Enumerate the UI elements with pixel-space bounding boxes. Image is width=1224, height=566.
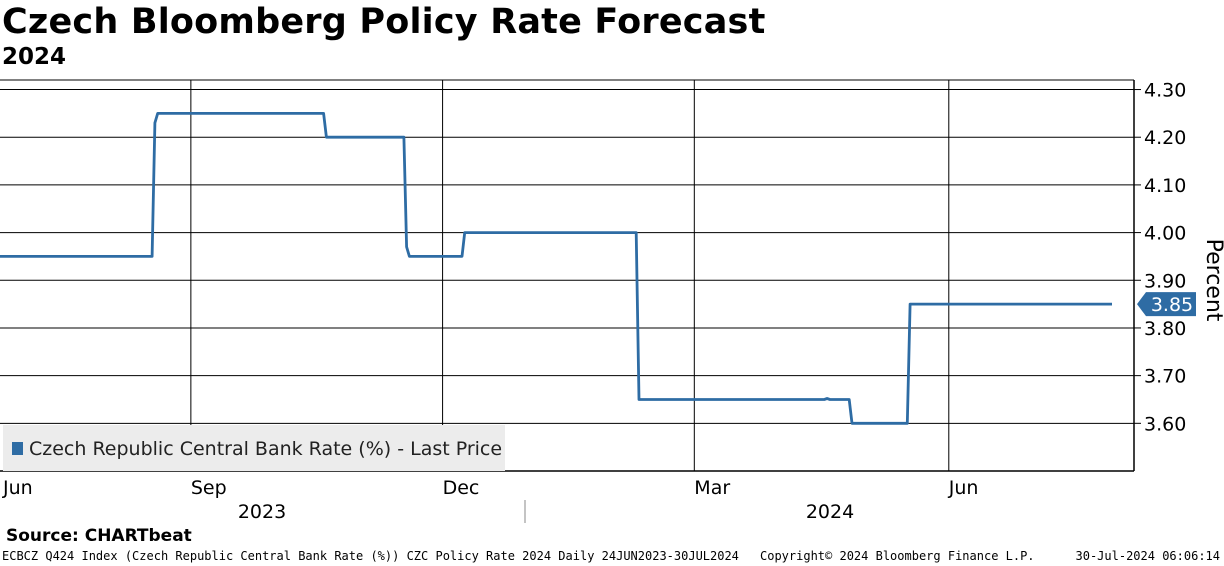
chart-title: Czech Bloomberg Policy Rate Forecast [2, 2, 766, 42]
footer-copyright: Copyright© 2024 Bloomberg Finance L.P. [760, 549, 1035, 563]
y-tick-label: 3.80 [1144, 318, 1186, 340]
y-tick-label: 3.60 [1144, 413, 1186, 435]
y-axis-label: Percent [1201, 239, 1224, 322]
x-tick-label: Dec [443, 477, 480, 499]
chart-subtitle: 2024 [2, 44, 67, 70]
x-tick-label: Sep [191, 477, 227, 499]
x-tick-label: Jun [948, 477, 979, 499]
last-value-tag: 3.85 [1137, 292, 1196, 317]
x-year-label: 2024 [806, 501, 854, 523]
axes: 3.60 3.70 3.80 3.90 4.00 4.10 4.20 4.30 Jun Sep De… [0, 79, 1186, 523]
x-tick-label: Jun [2, 477, 33, 499]
series-line [0, 112, 1112, 425]
y-tick-label: 3.70 [1144, 366, 1186, 388]
y-tick-label: 4.30 [1144, 80, 1186, 102]
y-tick-label: 4.10 [1144, 175, 1186, 197]
x-year-label: 2023 [238, 501, 286, 523]
legend-background [3, 425, 505, 471]
legend-swatch [12, 442, 23, 455]
y-tick-label: 4.00 [1144, 223, 1186, 245]
source-note: Source: CHARTbeat [6, 526, 192, 546]
x-tick-label: Mar [694, 477, 730, 499]
footer-ticker-info: ECBCZ Q424 Index (Czech Republic Central… [2, 549, 739, 563]
series-layer [0, 112, 1112, 425]
footer-timestamp: 30-Jul-2024 06:06:14 [1075, 549, 1221, 563]
y-tick-label: 4.20 [1144, 127, 1186, 149]
y-tick-label: 3.90 [1144, 270, 1186, 292]
last-value-tag-shape [1137, 292, 1196, 317]
legend-label: Czech Republic Central Bank Rate (%) - L… [29, 438, 502, 460]
last-value-label: 3.85 [1151, 294, 1193, 316]
grid [0, 80, 1134, 471]
legend: Czech Republic Central Bank Rate (%) - L… [3, 425, 505, 471]
